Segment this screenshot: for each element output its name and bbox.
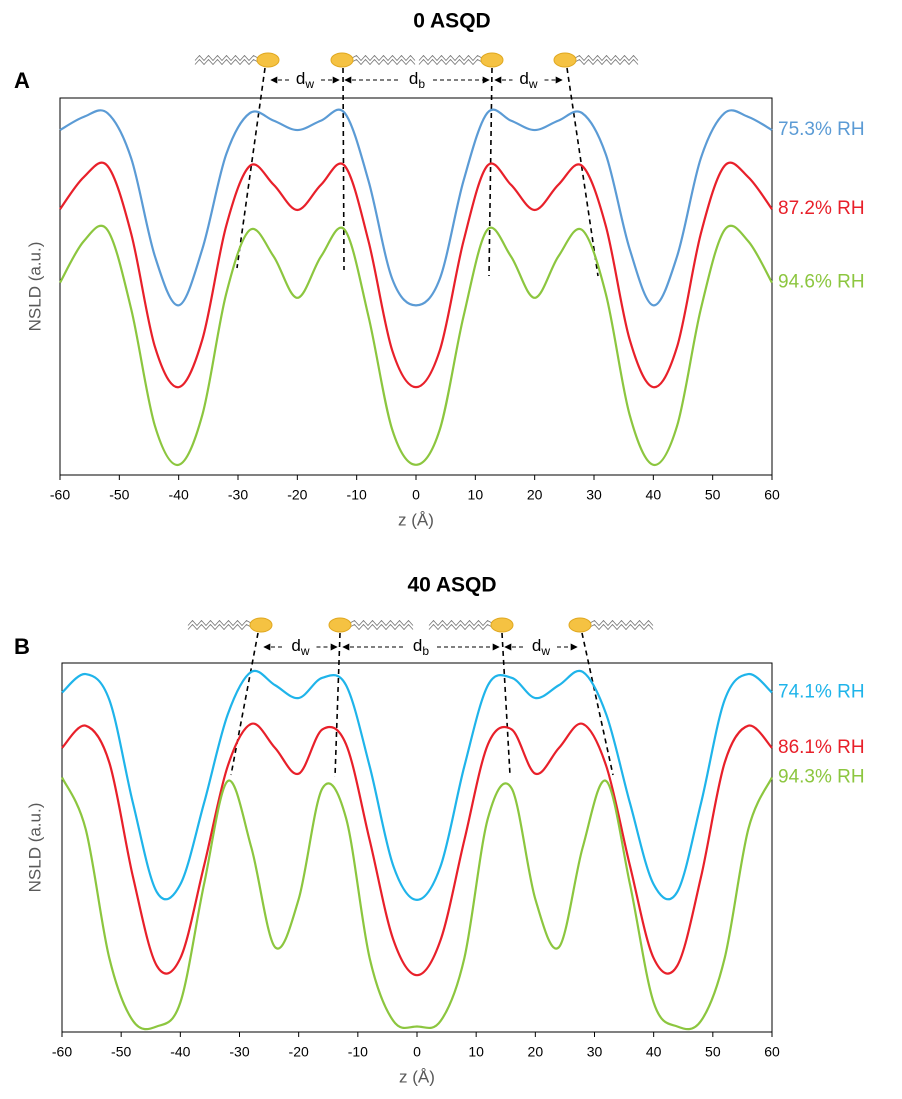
x-tick-label: -60 [52,1044,72,1060]
chart-title: 40 ASQD [407,574,496,597]
x-tick-label: 0 [412,487,420,503]
x-tick-label: -10 [347,487,367,503]
lipid-tail [428,619,493,627]
series-label: 87.2% RH [778,198,865,219]
spacing-label-sub: w [304,77,314,91]
x-axis-title: z (Å) [398,510,434,529]
spacing-guide [581,632,614,776]
x-tick-label: -50 [109,487,129,503]
lipid-tail [349,619,414,627]
lipid-head [328,617,352,633]
x-tick-label: 20 [528,1044,544,1060]
spacing-label: db [413,636,429,658]
spacing-label-base: d [291,636,300,655]
lipid-tail [589,623,654,631]
lipid-tail [194,58,259,66]
x-tick-label: -40 [169,487,189,503]
x-tick-label: 10 [468,487,484,503]
chart-title: 0 ASQD [413,10,490,33]
series-line [61,669,773,901]
series-label: 94.3% RH [778,766,865,787]
lipid-head [249,617,273,633]
spacing-label: db [409,69,425,91]
lipid-tail [187,619,252,627]
lipid-tail [351,58,416,66]
x-tick-label: 30 [586,487,602,503]
lipid-tail [418,54,483,62]
lipid-head [490,617,514,633]
x-tick-label: -60 [50,487,70,503]
lipid-tail [194,54,259,62]
plot-frame [59,97,773,476]
panel-label: B [14,634,30,659]
panel-label: A [14,68,30,93]
lipid-tail [418,58,483,66]
x-tick-label: 40 [646,487,662,503]
x-tick-label: 30 [587,1044,603,1060]
series-line [61,776,773,1031]
spacing-guide [501,632,511,776]
x-tick-label: 20 [527,487,543,503]
spacing-guide [334,632,341,778]
lipid-tail [574,54,639,62]
spacing-guide [236,67,266,269]
series-label: 75.3% RH [778,119,865,140]
spacing-label-base: d [519,69,528,88]
series-line [61,722,773,977]
spacing-label: dw [532,636,550,658]
spacing-label: dw [291,636,309,658]
series-line [59,161,773,389]
lipid-tail [589,619,654,627]
series-line [59,108,773,307]
series-label: 86.1% RH [778,737,865,758]
lipid-tail [428,623,493,631]
spacing-label-sub: b [418,77,425,91]
spacing-label-base: d [413,636,422,655]
x-tick-label: 10 [468,1044,484,1060]
x-tick-label: 0 [413,1044,421,1060]
x-tick-label: 60 [764,487,780,503]
y-axis-title: NSLD (a.u.) [25,803,44,893]
x-tick-label: -10 [348,1044,368,1060]
x-tick-label: -40 [170,1044,190,1060]
series-line [59,224,773,466]
spacing-label-sub: w [300,644,310,658]
spacing-guide [488,67,493,277]
lipid-head [480,52,504,68]
x-tick-label: 40 [646,1044,662,1060]
lipid-head [553,52,577,68]
spacing-guide [566,67,599,277]
series-label: 94.6% RH [778,272,865,293]
x-tick-label: -50 [111,1044,131,1060]
lipid-tail [574,58,639,66]
spacing-label-sub: b [422,644,429,658]
spacing-label: dw [296,69,314,91]
spacing-label-base: d [296,69,305,88]
x-tick-label: 60 [764,1044,780,1060]
x-tick-label: -20 [289,1044,309,1060]
spacing-label-base: d [409,69,418,88]
lipid-head [330,52,354,68]
spacing-label-sub: w [540,644,550,658]
lipid-head [256,52,280,68]
x-axis-title: z (Å) [399,1067,435,1086]
x-tick-label: 50 [705,1044,721,1060]
x-tick-label: -20 [287,487,307,503]
spacing-label-base: d [532,636,541,655]
plot-frame [61,662,773,1033]
spacing-label: dw [519,69,537,91]
spacing-guide [230,632,259,776]
lipid-tail [187,623,252,631]
lipid-tail [351,54,416,62]
series-label: 74.1% RH [778,682,865,703]
y-axis-title: NSLD (a.u.) [25,242,44,332]
x-tick-label: 50 [705,487,721,503]
lipid-tail [349,623,414,631]
x-tick-label: -30 [229,1044,249,1060]
spacing-guide [342,67,345,271]
lipid-head [568,617,592,633]
spacing-label-sub: w [528,77,538,91]
x-tick-label: -30 [228,487,248,503]
